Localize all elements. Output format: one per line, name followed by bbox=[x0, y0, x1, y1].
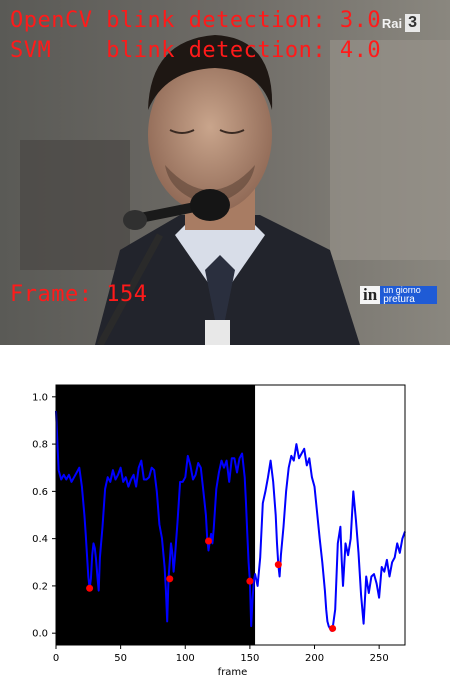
x-tick-label-2: 100 bbox=[176, 653, 195, 664]
y-tick-label-5: 1.0 bbox=[32, 392, 48, 403]
blink-marker-4 bbox=[274, 561, 282, 569]
opencv-blink-count: OpenCV blink detection: 3.0 bbox=[10, 8, 382, 33]
series-line-0 bbox=[55, 410, 406, 632]
program-logo-line1: un giorno bbox=[383, 285, 421, 295]
plot-frame bbox=[55, 384, 406, 646]
blink-marker-1 bbox=[166, 575, 174, 583]
x-tick-label-5: 250 bbox=[370, 653, 389, 664]
svm-blink-count: SVM blink detection: 4.0 bbox=[10, 38, 382, 63]
blink-marker-0 bbox=[86, 584, 94, 592]
ear-chart: 0 50 100 150 200 250 0.0 0.2 0.4 0.6 0.8 1.0 frame bbox=[0, 345, 450, 682]
program-logo-main: in bbox=[360, 286, 381, 304]
x-tick-label-0: 0 bbox=[53, 653, 59, 664]
y-tick-label-4: 0.8 bbox=[32, 440, 48, 451]
blink-marker-5 bbox=[329, 624, 337, 632]
chart-svg: 0 50 100 150 200 250 0.0 0.2 0.4 0.6 0.8 1.0 frame bbox=[32, 384, 406, 678]
blink-marker-3 bbox=[246, 577, 254, 585]
x-axis-label: frame bbox=[218, 667, 248, 678]
x-tick-label-3: 150 bbox=[240, 653, 259, 664]
blink-marker-2 bbox=[205, 537, 213, 545]
video-scene-image bbox=[0, 0, 450, 345]
y-tick-label-1: 0.2 bbox=[32, 581, 48, 592]
x-tick-label-4: 200 bbox=[305, 653, 324, 664]
program-logo-line2: pretura bbox=[383, 294, 415, 305]
frame-counter: Frame: 154 bbox=[10, 282, 148, 307]
x-tick-label-1: 50 bbox=[114, 653, 127, 664]
program-logo: in un giorno pretura bbox=[360, 285, 437, 305]
channel-logo: Rai 3 bbox=[382, 14, 420, 32]
y-tick-label-2: 0.4 bbox=[32, 534, 48, 545]
program-logo-subtitle: un giorno pretura bbox=[380, 285, 437, 305]
video-frame: OpenCV blink detection: 3.0 SVM blink de… bbox=[0, 0, 450, 345]
shaded-region bbox=[56, 385, 256, 645]
channel-logo-number: 3 bbox=[405, 14, 420, 32]
y-tick-label-0: 0.0 bbox=[32, 629, 48, 640]
channel-logo-text: Rai bbox=[381, 15, 403, 31]
y-tick-label-3: 0.6 bbox=[32, 487, 48, 498]
